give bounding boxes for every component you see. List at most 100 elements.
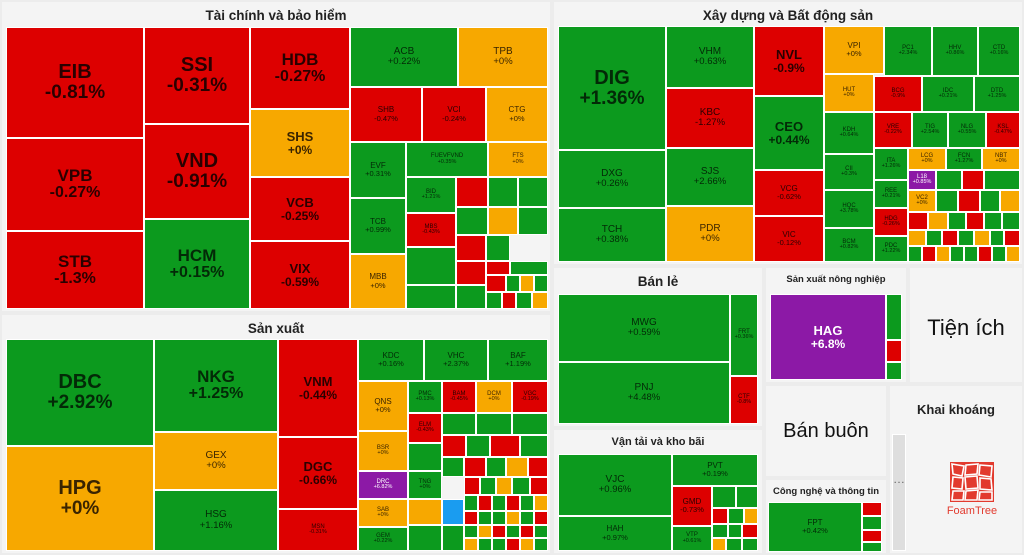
stock-tile[interactable]: VRE -0.22% (874, 112, 912, 148)
stock-tile-small[interactable] (926, 230, 942, 246)
stock-tile-small[interactable] (862, 542, 882, 552)
stock-tile-small[interactable] (958, 190, 980, 212)
stock-tile-small[interactable] (492, 538, 506, 551)
stock-tile[interactable]: GEX +0% (154, 432, 278, 490)
stock-tile[interactable]: PMC +0.13% (408, 381, 442, 413)
stock-tile-small[interactable] (442, 435, 466, 457)
stock-tile-small[interactable] (408, 443, 442, 471)
stock-tile[interactable]: MSN -0.31% (278, 509, 358, 551)
stock-tile-small[interactable] (744, 508, 758, 524)
stock-tile[interactable]: DBC +2.92% (6, 339, 154, 446)
stock-tile-small[interactable] (486, 457, 506, 477)
stock-tile-small[interactable] (948, 212, 966, 230)
stock-tile-small[interactable] (1004, 230, 1020, 246)
stock-tile[interactable]: L18 +0.85% (908, 170, 936, 190)
stock-tile-small[interactable] (516, 292, 532, 309)
stock-tile[interactable]: TCB +0.99% (350, 198, 406, 254)
stock-tile[interactable]: HAH +0.97% (558, 516, 672, 551)
stock-tile-small[interactable] (492, 495, 506, 511)
stock-tile-small[interactable] (478, 495, 492, 511)
stock-tile[interactable]: BSR +0% (358, 431, 408, 471)
stock-tile-small[interactable] (478, 511, 492, 525)
stock-tile-small[interactable] (480, 477, 496, 495)
stock-tile[interactable]: DCM +0% (476, 381, 512, 413)
stock-tile-small[interactable] (496, 477, 512, 495)
stock-tile-small[interactable] (966, 212, 984, 230)
stock-tile-small[interactable] (1006, 246, 1020, 262)
stock-tile[interactable]: MBB +0% (350, 254, 406, 309)
stock-tile[interactable]: HQC +3.78% (824, 190, 874, 228)
stock-tile-small[interactable] (492, 511, 506, 525)
stock-tile-small[interactable] (512, 413, 548, 435)
stock-tile-small[interactable] (728, 524, 742, 538)
stock-tile-small[interactable] (958, 230, 974, 246)
stock-tile-small[interactable] (886, 362, 902, 380)
stock-tile-small[interactable] (534, 275, 548, 292)
stock-tile-small[interactable] (742, 524, 758, 538)
stock-tile[interactable]: VND -0.91% (144, 124, 250, 219)
stock-tile[interactable]: TCH +0.38% (558, 208, 666, 262)
stock-tile-small[interactable] (442, 499, 464, 525)
stock-tile[interactable]: HSG +1.16% (154, 490, 278, 551)
stock-tile-small[interactable] (520, 525, 534, 538)
stock-tile-small[interactable] (712, 524, 728, 538)
stock-tile-small[interactable] (534, 495, 548, 511)
stock-tile[interactable]: VCB -0.25% (250, 177, 350, 241)
stock-tile-small[interactable] (712, 538, 726, 551)
stock-tile-small[interactable] (464, 525, 478, 538)
stock-tile[interactable]: EVF +0.31% (350, 142, 406, 198)
stock-tile[interactable]: VIX -0.59% (250, 241, 350, 309)
stock-tile[interactable]: BID +1.21% (406, 177, 456, 213)
stock-tile[interactable]: HPG +0% (6, 446, 154, 551)
stock-tile[interactable]: MWG +0.59% (558, 294, 730, 362)
stock-tile-small[interactable] (908, 212, 928, 230)
stock-tile-small[interactable] (922, 246, 936, 262)
stock-tile-small[interactable] (442, 525, 464, 551)
stock-tile[interactable]: DIG +1.36% (558, 26, 666, 150)
stock-tile[interactable]: NLG +0.55% (948, 112, 986, 148)
stock-tile-small[interactable] (984, 212, 1002, 230)
stock-tile-small[interactable] (488, 207, 518, 235)
stock-tile-small[interactable] (964, 246, 978, 262)
stock-tile[interactable]: IDC +0.21% (922, 76, 974, 112)
stock-tile-small[interactable] (936, 190, 958, 212)
stock-tile[interactable]: BAF +1.19% (488, 339, 548, 381)
stock-tile-small[interactable] (534, 511, 548, 525)
stock-tile-small[interactable] (962, 170, 984, 190)
stock-tile[interactable]: VC2 +0% (908, 190, 936, 212)
stock-tile[interactable]: HDG -0.26% (874, 208, 908, 236)
stock-tile-small[interactable] (532, 292, 548, 309)
stock-tile[interactable]: TPB +0% (458, 27, 548, 87)
stock-tile-small[interactable] (512, 477, 530, 495)
stock-tile-small[interactable] (978, 246, 992, 262)
stock-tile-small[interactable] (464, 457, 486, 477)
stock-tile-small[interactable] (942, 230, 958, 246)
stock-tile[interactable]: SHB -0.47% (350, 87, 422, 142)
stock-tile[interactable]: PNJ +4.48% (558, 362, 730, 424)
stock-tile[interactable]: DGC -0.66% (278, 437, 358, 509)
stock-tile-small[interactable] (862, 502, 882, 516)
stock-tile[interactable]: CEO +0.44% (754, 96, 824, 170)
stock-tile-small[interactable] (408, 499, 442, 525)
stock-tile-small[interactable] (886, 294, 902, 340)
stock-tile[interactable]: KSL -0.47% (986, 112, 1020, 148)
stock-tile[interactable]: VIC -0.12% (754, 216, 824, 262)
stock-tile[interactable]: ITA +1.26% (874, 148, 908, 180)
stock-tile-small[interactable] (520, 511, 534, 525)
stock-tile[interactable]: FPT +0.42% (768, 502, 862, 552)
stock-tile[interactable]: VGC -0.19% (512, 381, 548, 413)
stock-tile-small[interactable] (486, 292, 502, 309)
stock-tile-small[interactable] (862, 530, 882, 542)
stock-tile[interactable]: FUEVFVND +0.35% (406, 142, 488, 177)
stock-tile-small[interactable] (1002, 212, 1020, 230)
stock-tile-small[interactable] (510, 261, 548, 275)
stock-tile-small[interactable] (492, 525, 506, 538)
stock-tile-small[interactable] (936, 246, 950, 262)
stock-tile-small[interactable] (908, 230, 926, 246)
stock-tile[interactable]: LCG +0% (908, 148, 946, 170)
stock-tile[interactable]: KDH +0.64% (824, 112, 874, 154)
stock-tile-small[interactable] (456, 235, 486, 261)
stock-tile-small[interactable] (736, 486, 758, 508)
stock-tile[interactable]: DRC +6.82% (358, 471, 408, 499)
stock-tile-small[interactable] (950, 246, 964, 262)
